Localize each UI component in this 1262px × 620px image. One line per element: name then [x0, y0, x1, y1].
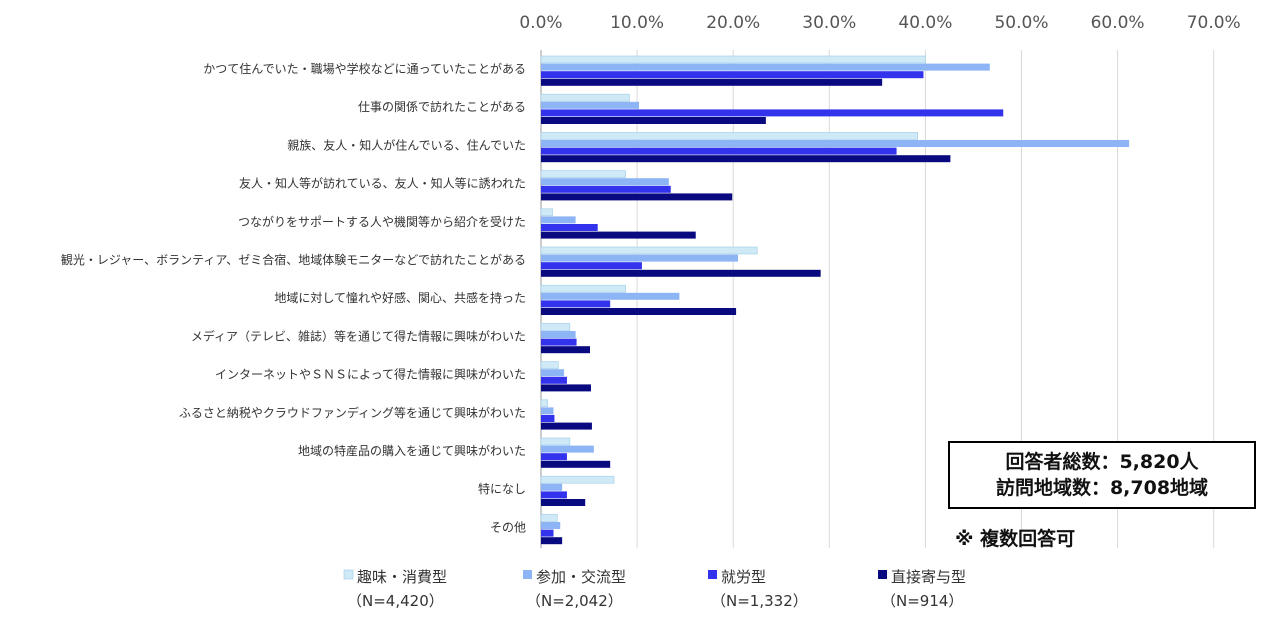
bar [541, 415, 555, 422]
bar [540, 361, 559, 369]
x-tick-label: 0.0% [519, 13, 562, 33]
bar [540, 399, 549, 408]
bar [541, 491, 567, 499]
legend-label: 就労型 [721, 568, 766, 586]
x-tick-label: 70.0% [1187, 13, 1241, 33]
bar [541, 376, 567, 384]
legend-swatch [708, 570, 717, 579]
category-label: 地域に対して憧れや好感、関心、共感を持った [274, 290, 526, 305]
multiple-answers-note: ※ 複数回答可 [955, 528, 1076, 550]
bar [541, 101, 640, 109]
category-label: 観光・レジャー、ボランティア、ゼミ合宿、地域体験モニターなどで訪れたことがある [61, 252, 526, 267]
legend: 趣味・消費型 （N=4,420） 参加・交流型 （N=2,042） 就労型 （N=1,33… [343, 568, 966, 610]
bar [541, 331, 576, 338]
bar [540, 55, 926, 64]
bar [541, 292, 680, 300]
bar [541, 346, 591, 354]
respondent-count: 回答者総数：5,820人 [1005, 451, 1199, 473]
category-label: インターネットやＳＮＳによって得た情報に興味がわいた [215, 367, 526, 382]
bar [541, 178, 669, 186]
bar [541, 185, 671, 193]
x-tick-label: 50.0% [994, 13, 1048, 33]
category-label: 親族、友人・知人が住んでいる、住んでいた [287, 137, 526, 152]
category-label: ふるさと納税やクラウドファンディング等を通じて興味がわいた [179, 405, 526, 420]
legend-n-label: （N=914） [881, 592, 963, 610]
bar [541, 224, 598, 231]
bar [541, 483, 563, 491]
bar [541, 155, 951, 163]
bar [540, 323, 571, 331]
bar [540, 132, 919, 140]
bar [541, 140, 1130, 147]
bar [540, 246, 758, 255]
x-tick-label: 60.0% [1091, 13, 1145, 33]
bar [541, 338, 577, 346]
bar [541, 300, 611, 308]
bar [541, 63, 990, 71]
category-label: メディア（テレビ、雑誌）等を通じて得た情報に興味がわいた [191, 328, 526, 343]
bar [541, 193, 733, 201]
category-label: その他 [490, 520, 526, 534]
legend-swatch [878, 570, 887, 579]
bar [540, 208, 553, 217]
legend-swatch [523, 570, 532, 579]
bar [541, 109, 1004, 117]
category-label: 特になし [478, 481, 526, 496]
legend-n-label: （N=4,420） [347, 592, 444, 610]
legend-swatch [343, 569, 354, 580]
bar [540, 170, 626, 178]
bar [541, 216, 576, 224]
legend-label: 直接寄与型 [891, 568, 966, 586]
category-label: つながりをサポートする人や機関等から紹介を受けた [238, 214, 526, 229]
category-label: かつて住んでいた・職場や学校などに通っていたことがある [203, 61, 526, 76]
legend-label: 参加・交流型 [536, 568, 626, 586]
respondent-info-box: 回答者総数：5,820人 訪問地域数：8,708地域 [948, 441, 1256, 509]
bar [540, 437, 571, 446]
legend-label: 趣味・消費型 [357, 568, 447, 586]
bar [541, 537, 563, 545]
bar [541, 78, 883, 86]
bar [541, 269, 821, 277]
bars [540, 55, 1130, 545]
category-label: 仕事の関係で訪れたことがある [358, 99, 526, 114]
bar [541, 453, 567, 461]
bar [541, 445, 594, 453]
bar [541, 117, 766, 124]
x-tick-label: 30.0% [802, 13, 856, 33]
legend-n-label: （N=1,332） [711, 592, 808, 610]
bar [541, 71, 924, 79]
legend-n-label: （N=2,042） [526, 592, 623, 610]
bar [540, 514, 558, 522]
x-axis-ticks: 0.0% 10.0% 20.0% 30.0% 40.0% 50.0% 60.0% 70.0% [519, 13, 1240, 33]
x-tick-label: 20.0% [706, 13, 760, 33]
bar [541, 460, 611, 468]
x-tick-label: 10.0% [610, 13, 664, 33]
category-label: 友人・知人等が訪れている、友人・知人等に誘われた [239, 176, 526, 191]
bar [541, 369, 565, 377]
bar [541, 529, 554, 537]
bar [541, 422, 592, 430]
bar [541, 231, 696, 239]
bar [540, 475, 615, 484]
region-count: 訪問地域数：8,708地域 [995, 477, 1209, 499]
bar [540, 284, 626, 293]
category-label: 地域の特産品の購入を通じて興味がわいた [298, 443, 526, 458]
bar [541, 262, 642, 270]
bar [541, 499, 586, 506]
category-labels: かつて住んでいた・職場や学校などに通っていたことがある仕事の関係で訪れたことがあ… [61, 61, 526, 534]
bar [541, 308, 737, 315]
x-tick-label: 40.0% [898, 13, 952, 33]
bar [541, 384, 591, 392]
bar [541, 407, 554, 415]
bar [540, 93, 630, 102]
bar [541, 254, 739, 262]
bar [541, 147, 897, 155]
bar [541, 522, 561, 529]
